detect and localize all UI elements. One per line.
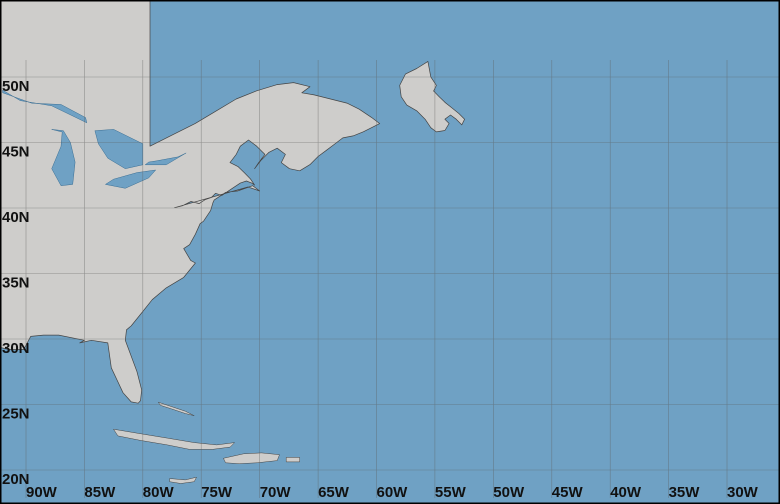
svg-text:90W: 90W	[26, 484, 58, 501]
svg-text:85W: 85W	[84, 484, 116, 501]
svg-text:45N: 45N	[2, 144, 30, 161]
svg-text:50N: 50N	[2, 78, 30, 95]
svg-text:50W: 50W	[493, 484, 525, 501]
svg-text:40N: 40N	[2, 209, 30, 226]
svg-text:80W: 80W	[143, 484, 175, 501]
svg-text:75W: 75W	[201, 484, 233, 501]
svg-text:40W: 40W	[610, 484, 642, 501]
svg-text:60W: 60W	[377, 484, 409, 501]
svg-text:20N: 20N	[2, 471, 30, 488]
svg-text:30N: 30N	[2, 340, 30, 357]
svg-text:25N: 25N	[2, 406, 30, 423]
svg-text:65W: 65W	[318, 484, 350, 501]
svg-text:30W: 30W	[727, 484, 759, 501]
svg-text:35W: 35W	[669, 484, 701, 501]
svg-text:55W: 55W	[435, 484, 467, 501]
svg-text:45W: 45W	[552, 484, 584, 501]
svg-text:70W: 70W	[260, 484, 292, 501]
svg-text:35N: 35N	[2, 275, 30, 292]
